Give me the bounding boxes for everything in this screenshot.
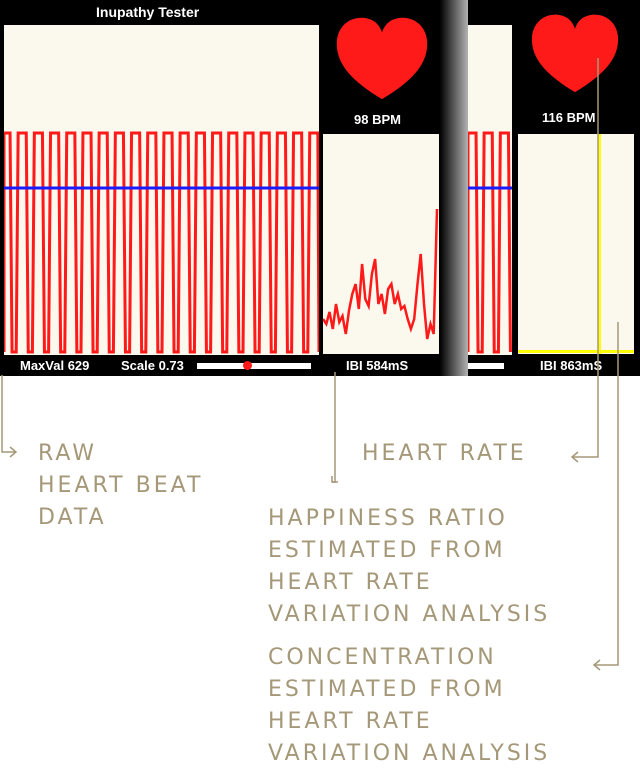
hrv-panel — [323, 134, 439, 354]
bpm-readout: 98 BPM — [354, 112, 401, 127]
raw-waveform-line — [4, 131, 319, 354]
raw-heartbeat-waveform-partial — [468, 131, 512, 354]
bpm-readout: 116 BPM — [542, 110, 596, 125]
tester-screen-main: Inupathy Tester 98 BPM MaxVal 629 Scale … — [0, 0, 443, 376]
caption-concentration: CONCENTRATION ESTIMATED FROM HEART RATE … — [268, 645, 551, 766]
concentration-bar — [598, 134, 601, 354]
ibi-readout: IBI 584mS — [346, 358, 409, 373]
leader-raw-tick — [9, 446, 18, 458]
leader-happiness — [332, 372, 336, 483]
heart-icon — [526, 10, 624, 98]
caption-happiness-ratio: HAPPINESS RATIO ESTIMATED FROM HEART RAT… — [268, 506, 551, 627]
raw-signal-panel-partial — [468, 25, 512, 355]
raw-signal-panel — [4, 25, 319, 355]
raw-waveform-line — [468, 131, 512, 354]
raw-heartbeat-waveform — [4, 131, 319, 354]
caption-raw-heart-beat-data: RAW HEART BEAT DATA — [38, 441, 204, 530]
scale-slider-partial — [468, 363, 504, 369]
concentration-baseline — [518, 350, 634, 353]
scale-slider[interactable] — [197, 361, 311, 370]
scale-readout: Scale 0.73 — [121, 358, 184, 373]
leader-raw — [1, 375, 16, 453]
leader-happiness-tick — [331, 476, 338, 483]
scale-slider-knob[interactable] — [243, 361, 252, 370]
leader-concentration-tick — [592, 659, 601, 671]
happiness-ratio-trace — [323, 208, 439, 340]
concentration-panel — [518, 134, 634, 354]
maxval-readout: MaxVal 629 — [20, 358, 90, 373]
ibi-readout: IBI 863mS — [540, 358, 603, 373]
app-title: Inupathy Tester — [96, 4, 200, 20]
leader-heart-rate-tick — [570, 451, 579, 463]
caption-heart-rate: HEART RATE — [362, 441, 527, 466]
tester-screen-secondary: 116 BPM IBI 863mS — [468, 0, 640, 376]
happiness-trace-line — [323, 208, 439, 340]
heart-icon — [333, 12, 431, 106]
